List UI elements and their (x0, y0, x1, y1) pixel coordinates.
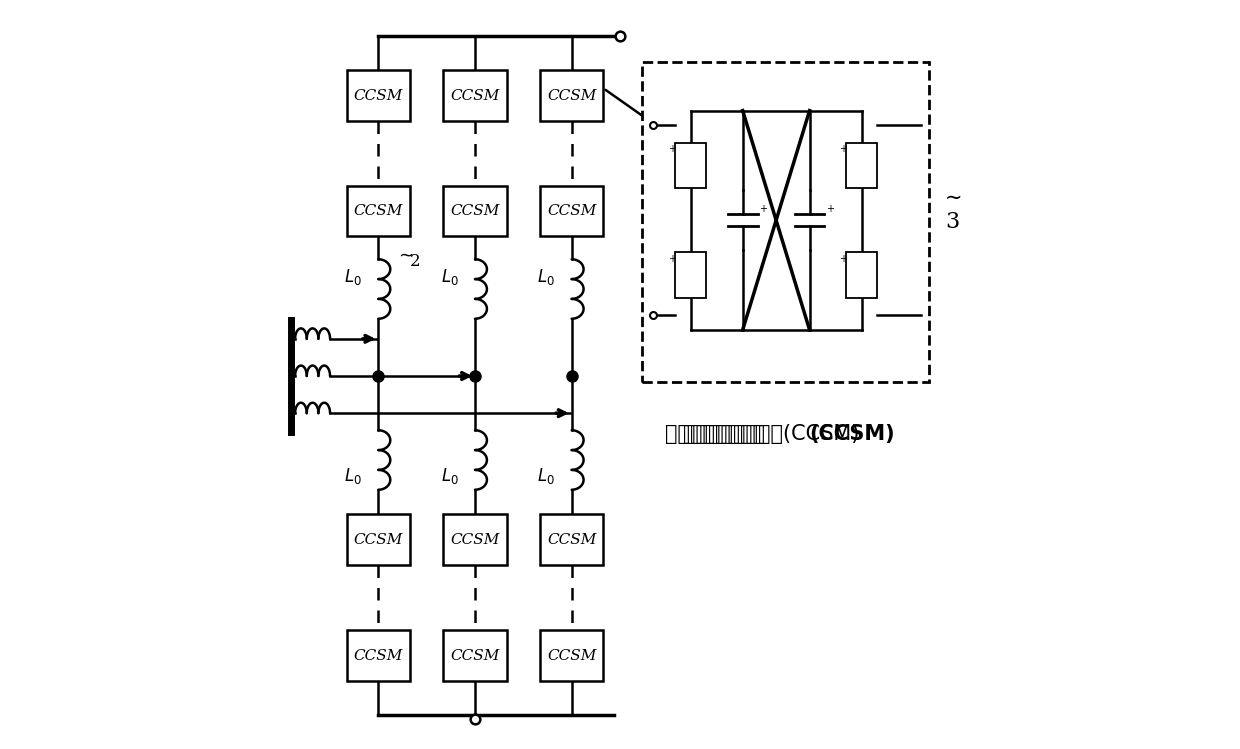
Text: 交叉级联型子模块(CCSM): 交叉级联型子模块(CCSM) (683, 424, 859, 444)
Text: $L_0$: $L_0$ (537, 466, 556, 486)
Text: 2: 2 (409, 253, 420, 270)
Bar (347, 70, 410, 121)
Text: CCSM: CCSM (450, 649, 500, 663)
Bar (541, 515, 604, 565)
Text: CCSM: CCSM (353, 649, 403, 663)
Text: 交叉级联型子模块: 交叉级联型子模块 (665, 424, 765, 444)
Text: 3: 3 (945, 211, 959, 233)
Text: CCSM: CCSM (547, 533, 596, 547)
Bar (541, 186, 604, 236)
Text: $L_0$: $L_0$ (440, 466, 459, 486)
Bar (846, 252, 877, 298)
Text: $L_0$: $L_0$ (345, 466, 362, 486)
Bar (541, 70, 604, 121)
Text: +: + (759, 204, 768, 214)
Text: $L_0$: $L_0$ (537, 267, 556, 287)
Bar (541, 630, 604, 681)
Text: +: + (839, 254, 847, 264)
Bar (642, 62, 929, 382)
Bar (347, 186, 410, 236)
Text: $\sim$: $\sim$ (394, 245, 413, 263)
Bar (444, 186, 507, 236)
Text: +: + (839, 145, 847, 154)
Bar (675, 142, 707, 188)
Bar (444, 515, 507, 565)
Text: +: + (668, 145, 676, 154)
Text: +: + (668, 254, 676, 264)
Text: $\sim$: $\sim$ (940, 187, 961, 207)
Text: +: + (826, 204, 835, 214)
Bar (846, 142, 877, 188)
Bar (347, 630, 410, 681)
Text: CCSM: CCSM (353, 88, 403, 103)
Text: CCSM: CCSM (353, 204, 403, 218)
Text: (CCSM): (CCSM) (810, 424, 895, 444)
Text: CCSM: CCSM (353, 533, 403, 547)
Bar (675, 252, 707, 298)
Text: CCSM: CCSM (547, 204, 596, 218)
Text: CCSM: CCSM (450, 533, 500, 547)
Bar (347, 515, 410, 565)
Bar (444, 630, 507, 681)
Bar (444, 70, 507, 121)
Text: CCSM: CCSM (547, 649, 596, 663)
Text: $L_0$: $L_0$ (440, 267, 459, 287)
Text: $L_0$: $L_0$ (345, 267, 362, 287)
Text: CCSM: CCSM (547, 88, 596, 103)
Text: CCSM: CCSM (450, 88, 500, 103)
Text: CCSM: CCSM (450, 204, 500, 218)
